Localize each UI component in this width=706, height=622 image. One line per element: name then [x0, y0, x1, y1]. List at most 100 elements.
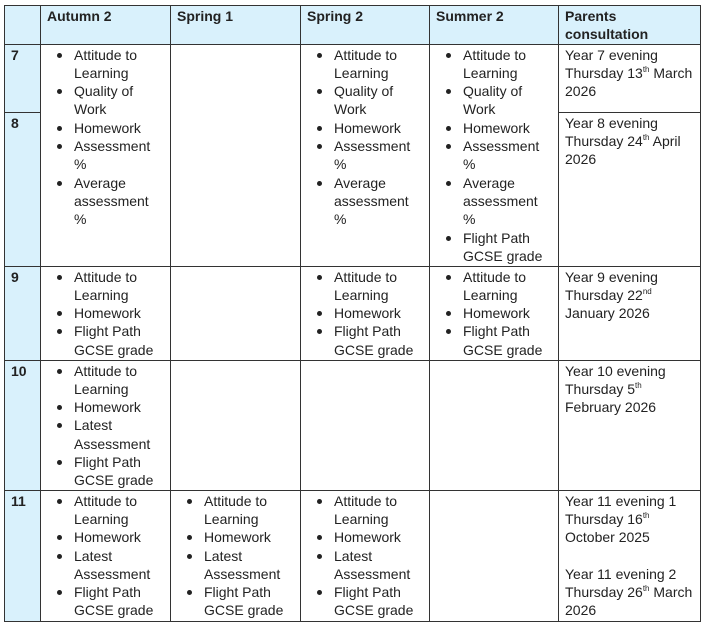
list-item: Attitude to Learning: [307, 492, 423, 529]
list-item: Attitude to Learning: [307, 268, 423, 305]
consultation-date-rest: March 2026: [565, 64, 693, 100]
schedule-table: Autumn 2 Spring 1 Spring 2 Summer 2 Parents …: [4, 5, 701, 622]
header-row: Autumn 2 Spring 1 Spring 2 Summer 2 Parents …: [4, 5, 701, 45]
column-header: [4, 5, 41, 45]
list-item: Flight Path GCSE grade: [436, 322, 552, 359]
consultation-entry: Year 7 evening Thursday 13th March 2026: [565, 46, 694, 101]
list-item: Flight Path GCSE grade: [47, 583, 164, 620]
consultation-date: Thursday 24: [565, 132, 643, 149]
term-cell: Attitude to Learning Homework Flight Path …: [429, 265, 559, 361]
consultation-date: Thursday 5: [565, 380, 636, 397]
list-item: Latest Assessment: [177, 547, 294, 584]
list-item: Average assessment %: [47, 174, 164, 229]
table-row: 9 Attitude to Learning Homework Flight Path…: [4, 265, 701, 361]
list-item: Quality of Work: [47, 82, 164, 119]
consultation-entry: Year 11 evening 1 Thursday 16th October 2…: [565, 492, 694, 547]
list-item: Quality of Work: [307, 82, 423, 119]
list-item: Latest Assessment: [47, 547, 164, 584]
list-item: Flight Path GCSE grade: [436, 229, 552, 266]
consultation-entry: Year 8 evening Thursday 24th April 2026: [565, 114, 694, 169]
list-item: Homework: [436, 304, 552, 322]
term-cell: Attitude to Learning Homework Flight Path …: [300, 265, 430, 361]
criteria-list: Attitude to Learning Homework Flight Path …: [436, 268, 552, 359]
list-item: Average assessment %: [307, 174, 423, 229]
consultation-title: Year 7 evening: [565, 46, 658, 63]
ordinal-suffix: th: [642, 64, 650, 74]
list-item: Flight Path GCSE grade: [307, 322, 423, 359]
term-cell: Attitude to Learning Homework Latest Asses…: [170, 489, 301, 622]
term-cell: [170, 265, 301, 361]
list-item: Latest Assessment: [307, 547, 423, 584]
criteria-list: Attitude to Learning Quality of Work Homew…: [436, 46, 552, 266]
list-item: Flight Path GCSE grade: [307, 583, 423, 620]
consultation-entry: Year 9 evening Thursday 22nd January 2026: [565, 268, 694, 323]
ordinal-suffix: th: [642, 510, 650, 520]
table-row: 10 Attitude to Learning Homework Latest Ass…: [4, 359, 701, 491]
consultation-title: Year 9 evening: [565, 268, 658, 285]
list-item: Homework: [47, 398, 164, 416]
consultation-date: Thursday 26: [565, 583, 643, 600]
consultation-date-rest: April 2026: [565, 132, 681, 168]
list-item: Homework: [307, 304, 423, 322]
term-cell: [170, 43, 301, 267]
consultation-cell: Year 10 evening Thursday 5th February 202…: [558, 359, 701, 491]
criteria-list: Attitude to Learning Homework Latest Asses…: [177, 492, 294, 620]
criteria-list: Attitude to Learning Homework Latest Asses…: [307, 492, 423, 620]
table-row: 7 Attitude to Learning Quality of Work Home…: [4, 43, 701, 267]
list-item: Assessment %: [47, 137, 164, 174]
list-item: Homework: [47, 304, 164, 322]
consultation-title: Year 11 evening 2: [565, 565, 677, 582]
list-item: Homework: [307, 528, 423, 546]
term-cell: [429, 359, 559, 491]
consultation-date: Thursday 13: [565, 64, 643, 81]
list-item: Attitude to Learning: [47, 362, 164, 399]
ordinal-suffix: th: [635, 380, 642, 390]
criteria-list: Attitude to Learning Homework Flight Path …: [307, 268, 423, 359]
list-item: Homework: [177, 528, 294, 546]
list-item: Attitude to Learning: [436, 46, 552, 83]
criteria-list: Attitude to Learning Homework Latest Asses…: [47, 362, 164, 490]
term-cell: [170, 359, 301, 491]
list-item: Flight Path GCSE grade: [47, 322, 164, 359]
list-item: Attitude to Learning: [47, 492, 164, 529]
term-cell: Attitude to Learning Quality of Work Homew…: [300, 43, 430, 267]
consultation-date-rest: January 2026: [565, 305, 650, 322]
year-cell: 7: [4, 43, 41, 113]
consultation-title: Year 11 evening 1: [565, 492, 677, 509]
table-row: 11 Attitude to Learning Homework Latest Ass…: [4, 489, 701, 622]
consultation-title: Year 10 evening: [565, 362, 666, 379]
term-cell: Attitude to Learning Homework Latest Asses…: [40, 489, 171, 622]
consultation-date-rest: October 2025: [565, 529, 650, 546]
consultation-entry: Year 11 evening 2 Thursday 26th March 202…: [565, 565, 694, 620]
year-cell: 11: [4, 489, 41, 622]
column-header: Summer 2: [429, 5, 559, 45]
consultation-cell: Year 11 evening 1 Thursday 16th October 2…: [558, 489, 701, 622]
column-header: Parents consultation: [558, 5, 701, 45]
consultation-title: Year 8 evening: [565, 114, 658, 131]
consultation-date-rest: February 2026: [565, 399, 657, 416]
year-cell: 8: [4, 111, 41, 267]
term-cell: Attitude to Learning Quality of Work Homew…: [429, 43, 559, 267]
consultation-date: Thursday 16: [565, 510, 643, 527]
column-header: Spring 1: [170, 5, 301, 45]
term-cell: [300, 359, 430, 491]
table-row: 8 Year 8 evening Thursday 24th April 2026: [4, 111, 701, 267]
column-header: Spring 2: [300, 5, 430, 45]
consultation-date-rest: March 2026: [565, 583, 693, 619]
consultation-date: Thursday 22: [565, 286, 643, 303]
consultation-cell: Year 9 evening Thursday 22nd January 2026: [558, 265, 701, 361]
list-item: Homework: [47, 119, 164, 137]
year-cell: 9: [4, 265, 41, 361]
list-item: Latest Assessment: [47, 416, 164, 453]
list-item: Homework: [436, 119, 552, 137]
consultation-cell: Year 7 evening Thursday 13th March 2026: [558, 43, 701, 113]
list-item: Assessment %: [307, 137, 423, 174]
list-item: Average assessment %: [436, 174, 552, 229]
list-item: Homework: [307, 119, 423, 137]
list-item: Quality of Work: [436, 82, 552, 119]
ordinal-suffix: th: [642, 132, 650, 142]
criteria-list: Attitude to Learning Quality of Work Homew…: [307, 46, 423, 229]
list-item: Attitude to Learning: [436, 268, 552, 305]
year-cell: 10: [4, 359, 41, 491]
criteria-list: Attitude to Learning Homework Flight Path …: [47, 268, 164, 359]
